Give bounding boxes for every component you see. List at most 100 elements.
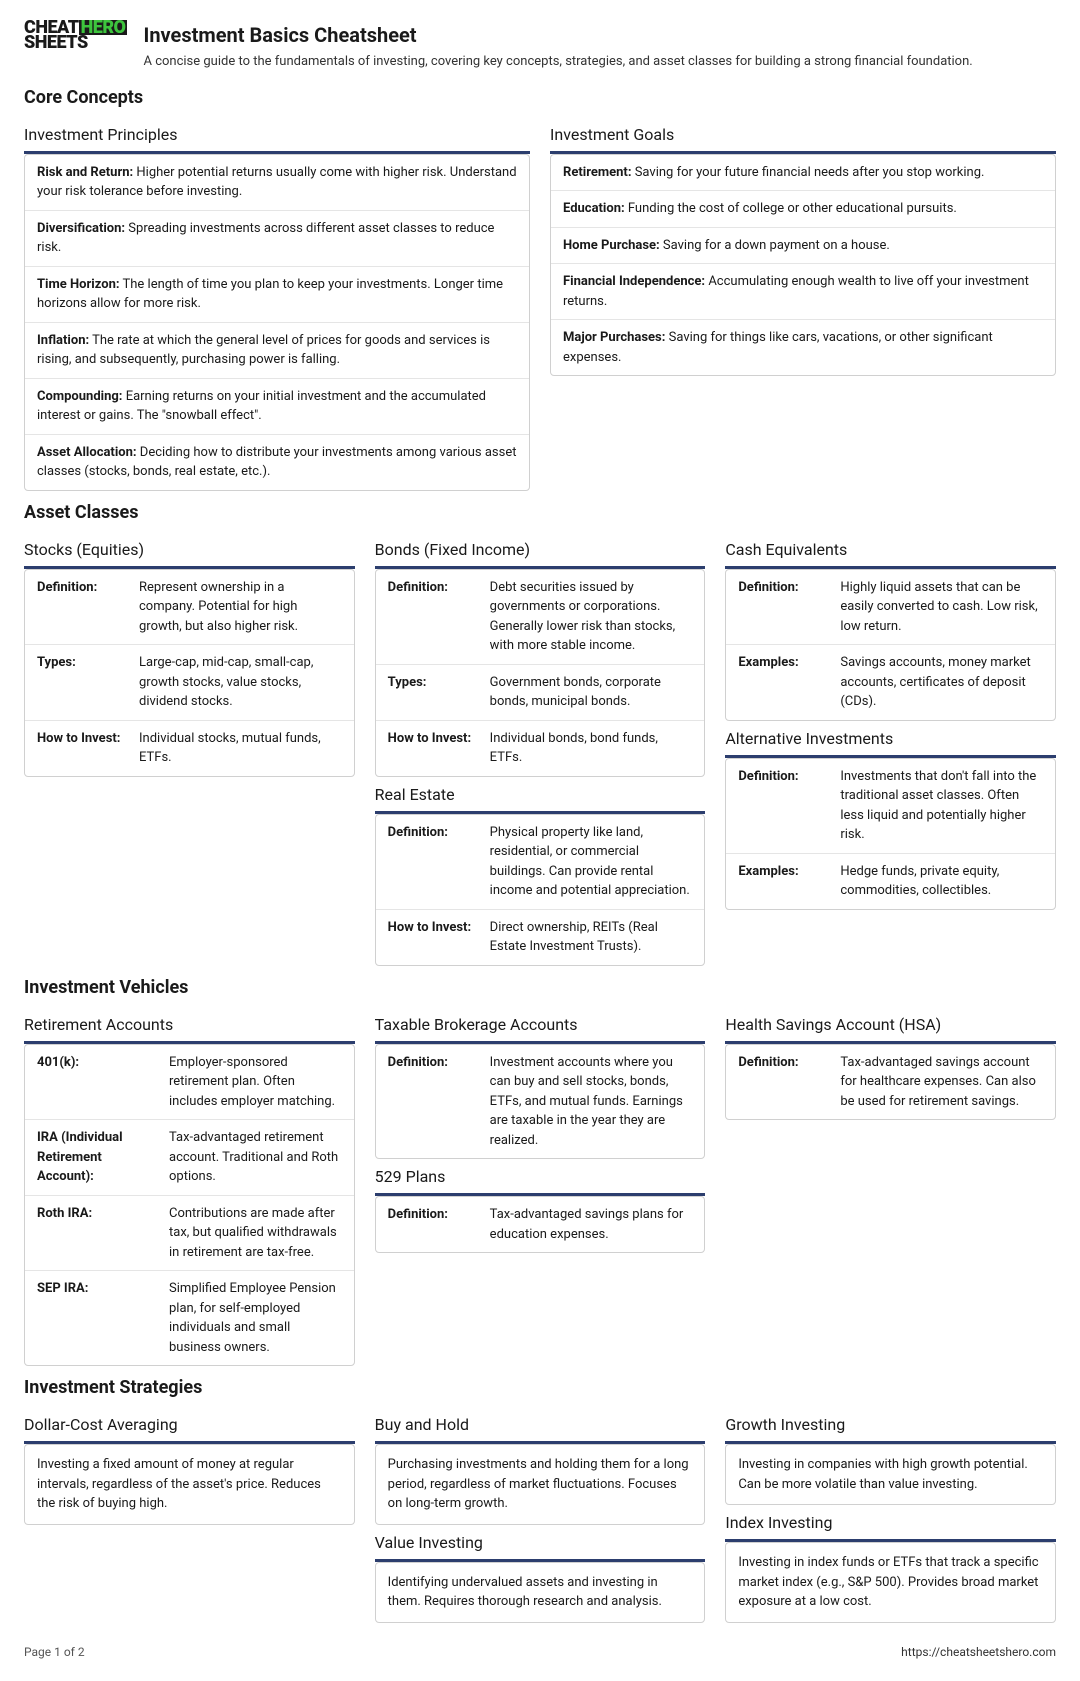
goals-heading: Investment Goals — [550, 123, 1056, 147]
index-box: Investing in index funds or ETFs that tr… — [725, 1542, 1056, 1623]
definition-label: Definition: — [738, 578, 828, 637]
definition-label: Definition: — [388, 1205, 478, 1244]
definition-label: Definition: — [388, 578, 478, 656]
definition-row: Examples: Hedge funds, private equity, co… — [726, 854, 1055, 909]
bonds-box: Definition:Debt securities issued by gov… — [375, 569, 706, 777]
realestate-box: Definition:Physical property like land, … — [375, 814, 706, 966]
definition-label: Types: — [388, 673, 478, 712]
list-item: Major Purchases: Saving for things like … — [551, 320, 1055, 375]
cash-box: Definition:Highly liquid assets that can… — [725, 569, 1056, 721]
definition-row: Definition:Investment accounts where you… — [376, 1045, 705, 1159]
strategies-heading: Investment Strategies — [24, 1374, 1056, 1401]
definition-row: Types:Government bonds, corporate bonds,… — [376, 665, 705, 721]
definition-label: Definition: — [388, 1053, 478, 1151]
alt-heading: Alternative Investments — [725, 727, 1056, 751]
definition-label: Examples: — [738, 653, 828, 712]
list-item: Risk and Return: Higher potential return… — [25, 155, 529, 211]
definition-row: How to Invest:Direct ownership, REITs (R… — [376, 910, 705, 965]
definition-value: Investments that don't fall into the tra… — [840, 767, 1043, 845]
value-box: Identifying undervalued assets and inves… — [375, 1562, 706, 1623]
definition-value: Large-cap, mid-cap, small-cap, growth st… — [139, 653, 342, 712]
definition-row: SEP IRA:Simplified Employee Pension plan… — [25, 1271, 354, 1365]
list-item: Financial Independence: Accumulating eno… — [551, 264, 1055, 320]
definition-value: Direct ownership, REITs (Real Estate Inv… — [490, 918, 693, 957]
realestate-heading: Real Estate — [375, 783, 706, 807]
definition-row: IRA (Individual Retirement Account):Tax-… — [25, 1120, 354, 1196]
page-number: Page 1 of 2 — [24, 1643, 85, 1661]
list-item: Education: Funding the cost of college o… — [551, 191, 1055, 228]
definition-value: Individual stocks, mutual funds, ETFs. — [139, 729, 342, 768]
list-item: Home Purchase: Saving for a down payment… — [551, 228, 1055, 265]
stocks-box: Definition:Represent ownership in a comp… — [24, 569, 355, 777]
definition-row: Definition:Tax-advantaged savings plans … — [376, 1197, 705, 1252]
definition-row: Definition:Tax-advantaged savings accoun… — [726, 1045, 1055, 1120]
brand-logo: CHEAT HERO SHEETS — [24, 20, 127, 51]
definition-row: Definition:Investments that don't fall i… — [726, 759, 1055, 854]
page-footer: Page 1 of 2 https://cheatsheetshero.com — [24, 1643, 1056, 1661]
list-item: Inflation: The rate at which the general… — [25, 323, 529, 379]
cash-heading: Cash Equivalents — [725, 538, 1056, 562]
brokerage-box: Definition:Investment accounts where you… — [375, 1044, 706, 1160]
bonds-heading: Bonds (Fixed Income) — [375, 538, 706, 562]
list-item: Time Horizon: The length of time you pla… — [25, 267, 529, 323]
retirement-box: 401(k):Employer-sponsored retirement pla… — [24, 1044, 355, 1367]
definition-value: Employer-sponsored retirement plan. Ofte… — [169, 1053, 342, 1112]
page-header: CHEAT HERO SHEETS Investment Basics Chea… — [24, 20, 1056, 72]
footer-link[interactable]: https://cheatsheetshero.com — [901, 1643, 1056, 1661]
definition-label: Definition: — [388, 823, 478, 901]
definition-label: Examples: — [738, 862, 828, 901]
plan529-box: Definition:Tax-advantaged savings plans … — [375, 1196, 706, 1253]
growth-heading: Growth Investing — [725, 1413, 1056, 1437]
definition-row: Definition:Highly liquid assets that can… — [726, 570, 1055, 646]
growth-box: Investing in companies with high growth … — [725, 1444, 1056, 1505]
hsa-heading: Health Savings Account (HSA) — [725, 1013, 1056, 1037]
page-subtitle: A concise guide to the fundamentals of i… — [143, 52, 972, 72]
definition-value: Simplified Employee Pension plan, for se… — [169, 1279, 342, 1357]
plan529-heading: 529 Plans — [375, 1165, 706, 1189]
definition-value: Savings accounts, money market accounts,… — [840, 653, 1043, 712]
definition-value: Tax-advantaged savings account for healt… — [840, 1053, 1043, 1112]
definition-value: Hedge funds, private equity, commodities… — [840, 862, 1043, 901]
principles-heading: Investment Principles — [24, 123, 530, 147]
definition-value: Contributions are made after tax, but qu… — [169, 1204, 342, 1263]
dca-heading: Dollar-Cost Averaging — [24, 1413, 355, 1437]
definition-label: Definition: — [738, 1053, 828, 1112]
dca-box: Investing a fixed amount of money at reg… — [24, 1444, 355, 1525]
definition-value: Debt securities issued by governments or… — [490, 578, 693, 656]
definition-label: Types: — [37, 653, 127, 712]
definition-label: IRA (Individual Retirement Account): — [37, 1128, 157, 1187]
hsa-box: Definition:Tax-advantaged savings accoun… — [725, 1044, 1056, 1121]
alt-box: Definition:Investments that don't fall i… — [725, 758, 1056, 910]
definition-label: Definition: — [37, 578, 127, 637]
retirement-heading: Retirement Accounts — [24, 1013, 355, 1037]
vehicles-heading: Investment Vehicles — [24, 974, 1056, 1001]
goals-box: Retirement: Saving for your future finan… — [550, 154, 1056, 377]
definition-value: Highly liquid assets that can be easily … — [840, 578, 1043, 637]
definition-value: Tax-advantaged retirement account. Tradi… — [169, 1128, 342, 1187]
definition-label: SEP IRA: — [37, 1279, 157, 1357]
buyhold-heading: Buy and Hold — [375, 1413, 706, 1437]
value-heading: Value Investing — [375, 1531, 706, 1555]
core-heading: Core Concepts — [24, 84, 1056, 111]
definition-label: How to Invest: — [388, 729, 478, 768]
definition-label: How to Invest: — [37, 729, 127, 768]
definition-row: 401(k):Employer-sponsored retirement pla… — [25, 1045, 354, 1121]
definition-row: Definition:Represent ownership in a comp… — [25, 570, 354, 646]
principles-box: Risk and Return: Higher potential return… — [24, 154, 530, 491]
list-item: Retirement: Saving for your future finan… — [551, 155, 1055, 192]
list-item: Asset Allocation: Deciding how to distri… — [25, 435, 529, 490]
definition-label: Roth IRA: — [37, 1204, 157, 1263]
asset-heading: Asset Classes — [24, 499, 1056, 526]
definition-value: Individual bonds, bond funds, ETFs. — [490, 729, 693, 768]
brokerage-heading: Taxable Brokerage Accounts — [375, 1013, 706, 1037]
definition-row: Examples:Savings accounts, money market … — [726, 645, 1055, 720]
title-block: Investment Basics Cheatsheet A concise g… — [143, 20, 972, 72]
list-item: Compounding: Earning returns on your ini… — [25, 379, 529, 435]
definition-row: Definition:Debt securities issued by gov… — [376, 570, 705, 665]
page-title: Investment Basics Cheatsheet — [143, 20, 972, 50]
definition-value: Physical property like land, residential… — [490, 823, 693, 901]
logo-sheets: SHEETS — [24, 35, 127, 50]
definition-label: 401(k): — [37, 1053, 157, 1112]
definition-row: How to Invest: Individual bonds, bond fun… — [376, 721, 705, 776]
list-item: Diversification: Spreading investments a… — [25, 211, 529, 267]
